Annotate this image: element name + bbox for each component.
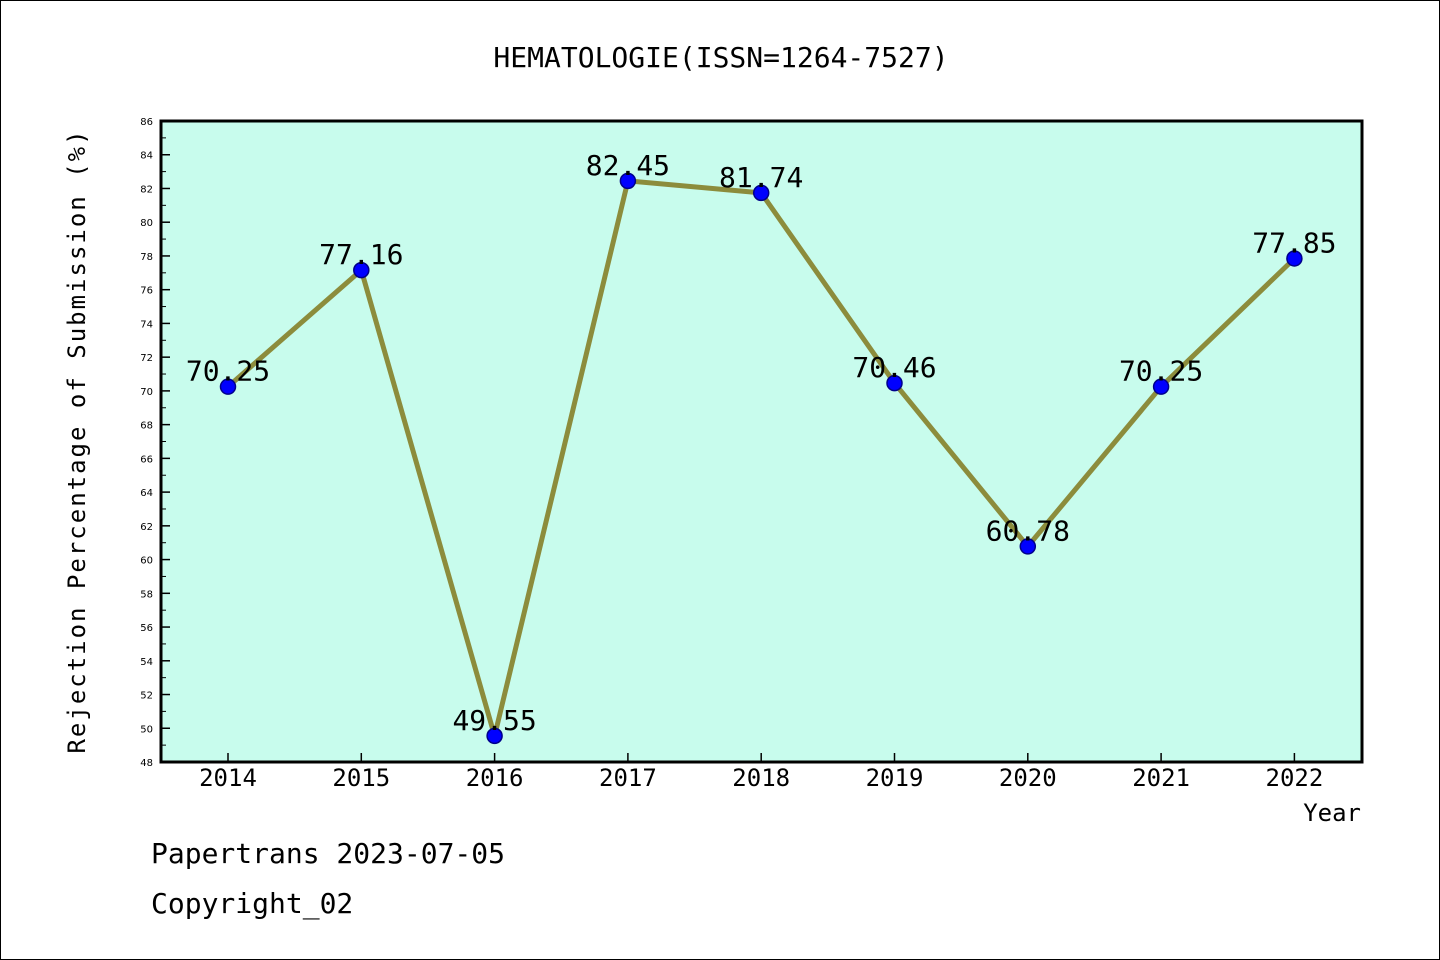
y-tick-label: 56 bbox=[140, 623, 153, 634]
y-tick-label: 68 bbox=[140, 421, 153, 432]
source-stamp: Papertrans 2023-07-05 bbox=[151, 837, 506, 870]
data-label: 77.85 bbox=[1252, 226, 1336, 259]
x-tick-label: 2021 bbox=[1132, 764, 1190, 792]
y-tick-label: 48 bbox=[140, 758, 153, 769]
data-label: 70.46 bbox=[852, 351, 936, 384]
copyright-text: Copyright_02 bbox=[151, 887, 354, 920]
y-tick-label: 82 bbox=[140, 184, 153, 195]
data-point bbox=[486, 727, 503, 745]
x-tick-label: 2018 bbox=[732, 764, 790, 792]
y-tick-label: 72 bbox=[140, 353, 153, 364]
data-point bbox=[219, 378, 237, 395]
y-tick-label: 66 bbox=[140, 454, 153, 465]
y-tick-label: 58 bbox=[140, 589, 153, 600]
data-point bbox=[752, 184, 770, 202]
data-label: 77.16 bbox=[319, 238, 403, 271]
y-tick-label: 76 bbox=[140, 286, 153, 297]
x-tick-label: 2022 bbox=[1266, 764, 1324, 792]
data-labels: 70.25 77.16 49.55 82.45 81.74 70.46 60.78 70.25… bbox=[186, 149, 1337, 737]
plot-area bbox=[161, 121, 1362, 762]
x-tick-label: 2016 bbox=[466, 764, 524, 792]
y-tick-label: 86 bbox=[140, 117, 153, 128]
y-axis: 48 50 52 54 56 58 60 62 64 66 68 70 72 74 76 78 80 82 84 86 bbox=[140, 117, 170, 769]
x-tick-label: 2017 bbox=[599, 764, 657, 792]
data-label: 70.25 bbox=[1119, 355, 1203, 388]
data-label: 49.55 bbox=[452, 704, 536, 737]
y-tick-label: 74 bbox=[140, 319, 153, 330]
data-label: 70.25 bbox=[186, 355, 270, 388]
y-tick-label: 80 bbox=[140, 218, 153, 229]
x-axis-label: Year bbox=[1303, 799, 1361, 827]
x-tick-label: 2020 bbox=[999, 764, 1057, 792]
chart-title: HEMATOLOGIE(ISSN=1264-7527) bbox=[493, 41, 948, 74]
data-markers bbox=[219, 172, 1303, 745]
y-tick-label: 54 bbox=[140, 657, 153, 668]
data-label: 60.78 bbox=[986, 514, 1070, 547]
data-point bbox=[353, 261, 370, 279]
plot-frame bbox=[159, 119, 1364, 764]
y-tick-label: 52 bbox=[140, 691, 153, 702]
x-axis: 2014 2015 2016 2017 2018 2019 2020 2021 2022 bbox=[199, 753, 1323, 792]
y-tick-label: 78 bbox=[140, 252, 153, 263]
data-label: 81.74 bbox=[719, 161, 803, 194]
x-tick-label: 2015 bbox=[332, 764, 390, 792]
data-point bbox=[619, 172, 637, 190]
y-tick-label: 62 bbox=[140, 522, 153, 533]
data-label: 82.45 bbox=[586, 149, 670, 182]
y-tick-label: 64 bbox=[140, 488, 153, 499]
x-tick-label: 2019 bbox=[866, 764, 924, 792]
y-tick-label: 50 bbox=[140, 724, 153, 735]
y-axis-label: Rejection Percentage of Submission (%) bbox=[63, 128, 91, 753]
data-point bbox=[1286, 250, 1303, 267]
y-tick-label: 60 bbox=[140, 556, 153, 567]
x-tick-label: 2014 bbox=[199, 764, 257, 792]
y-tick-label: 70 bbox=[140, 387, 153, 398]
data-point bbox=[886, 374, 903, 392]
data-point bbox=[1019, 538, 1037, 555]
y-tick-label: 84 bbox=[140, 151, 153, 162]
data-point bbox=[1152, 378, 1170, 395]
